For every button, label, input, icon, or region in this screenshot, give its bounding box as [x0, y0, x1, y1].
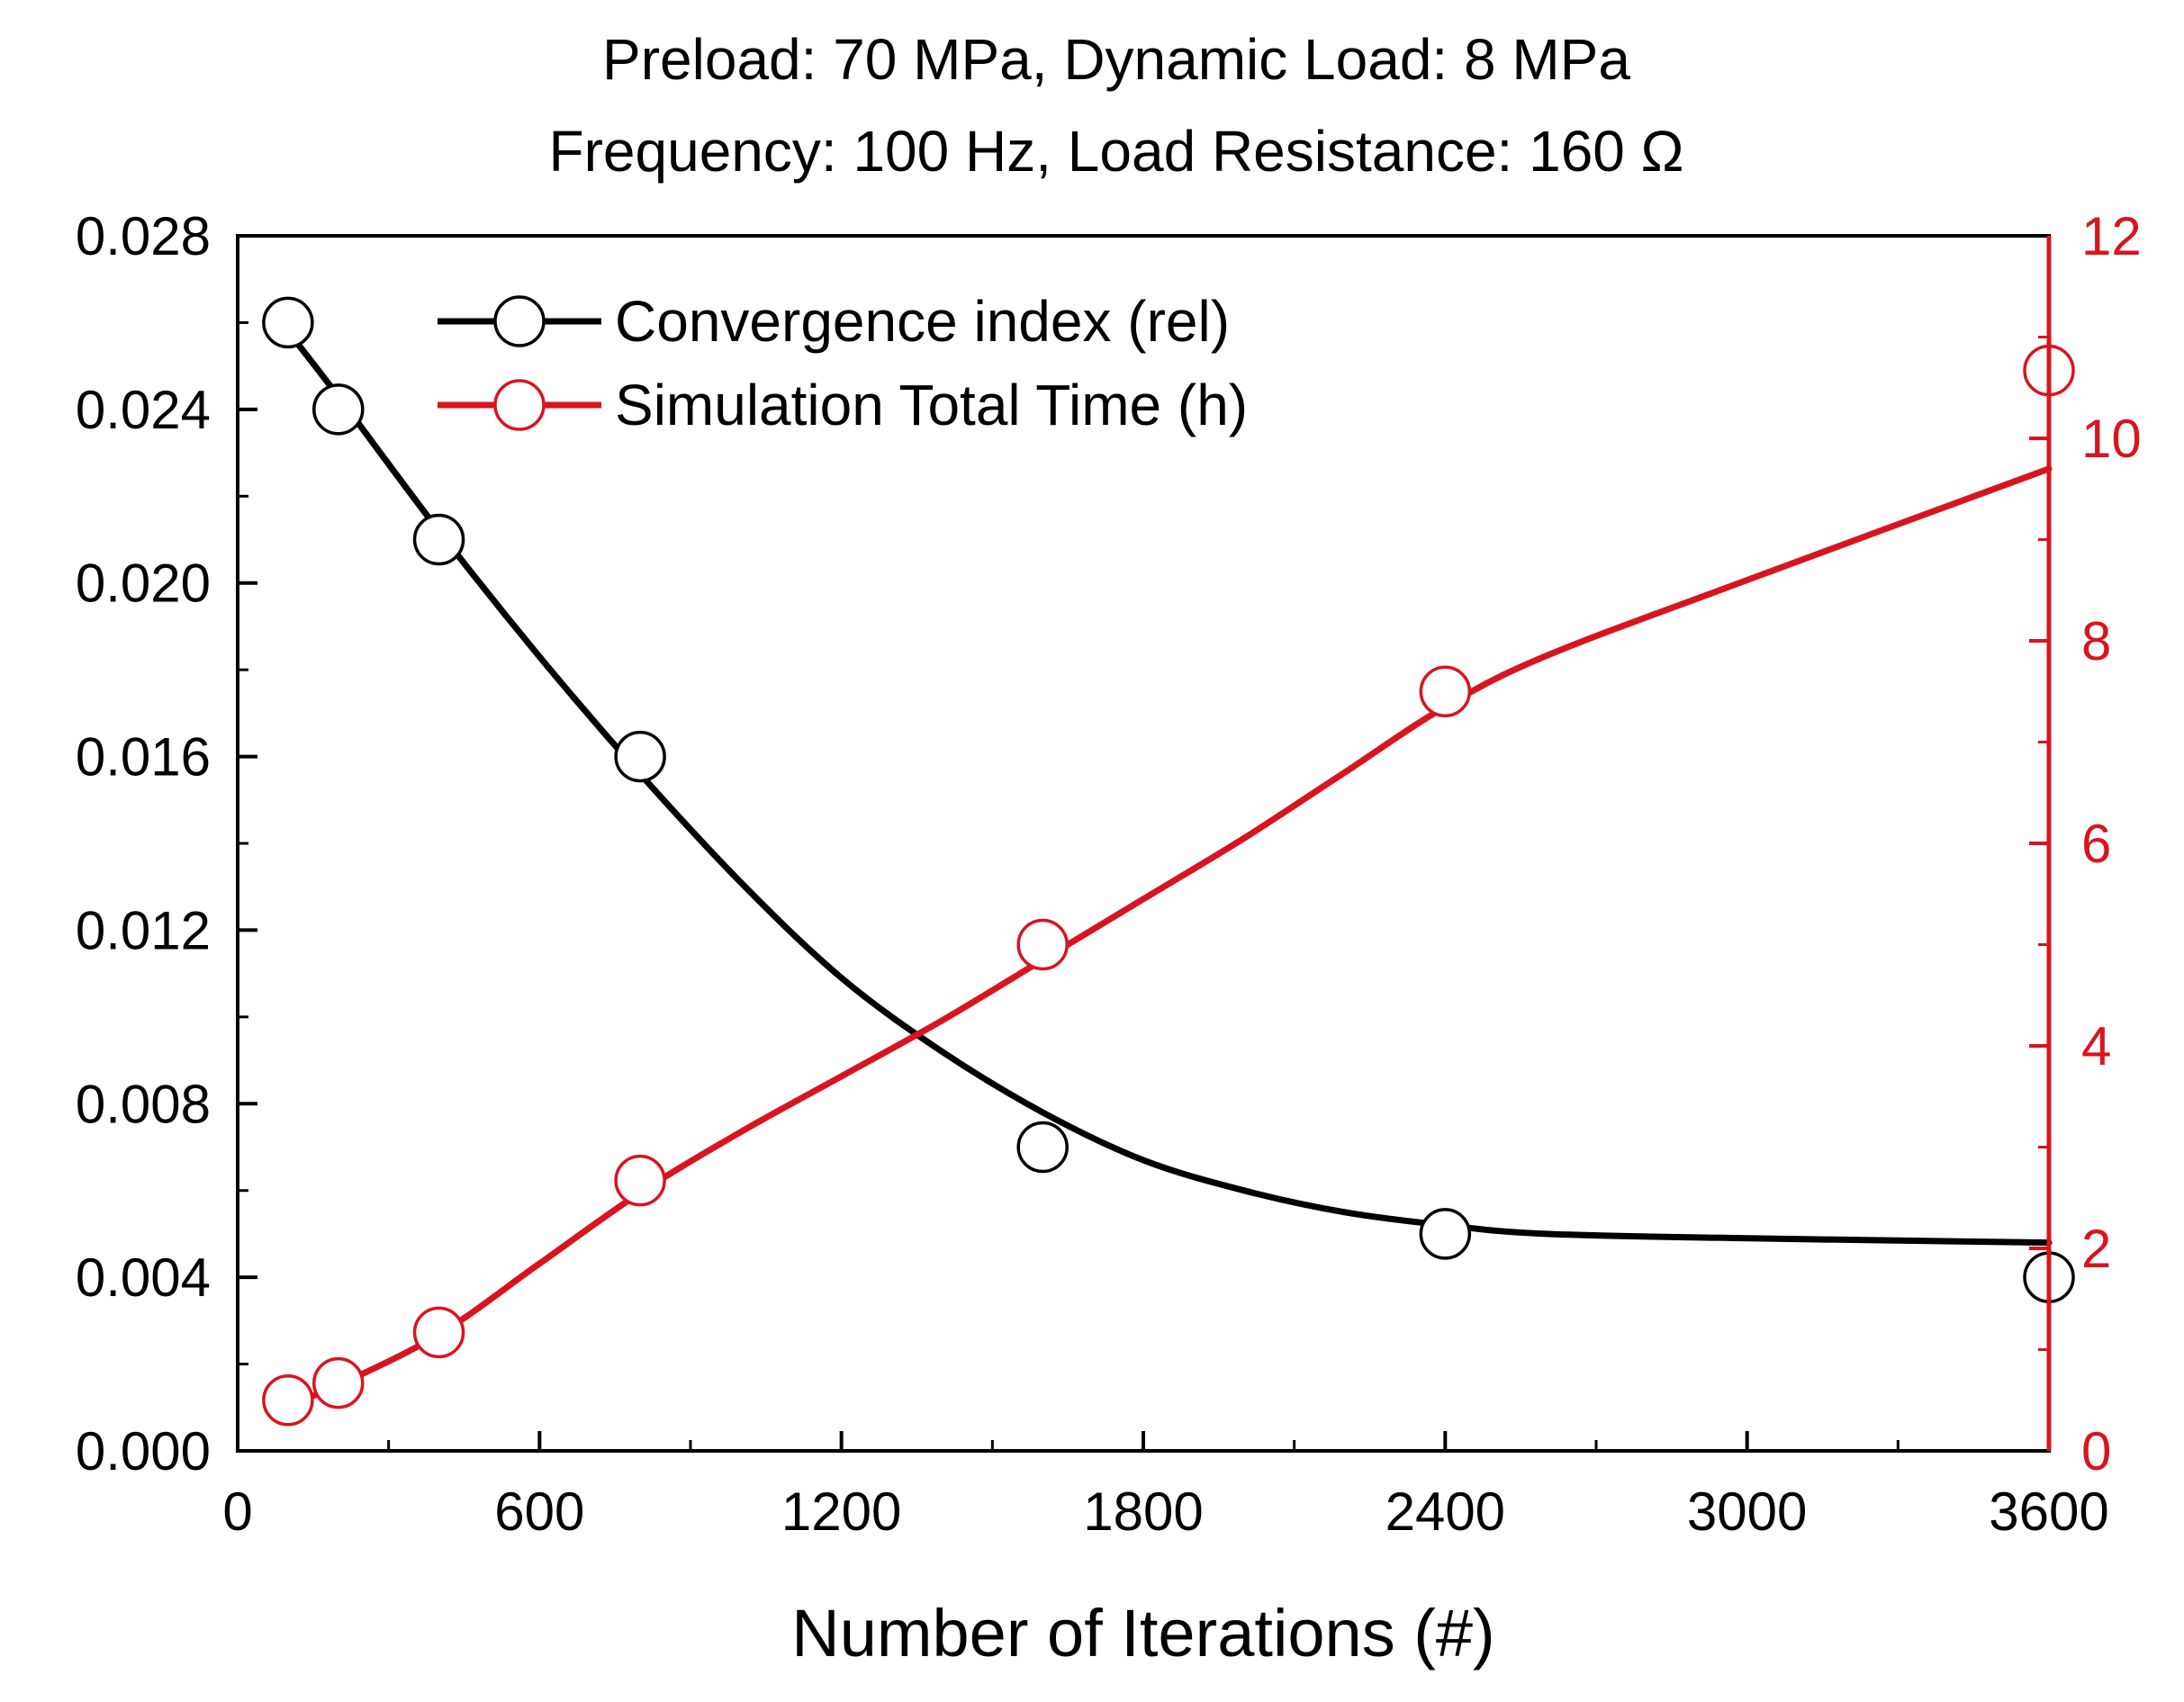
right-tick-label: 6: [2081, 814, 2111, 874]
x-tick-label: 0: [222, 1481, 252, 1542]
convergence-index-point: [262, 296, 314, 349]
right-tick-label: 8: [2081, 611, 2111, 671]
left-tick-label: 0.028: [76, 206, 211, 266]
x-tick-label: 600: [494, 1481, 584, 1542]
legend-simulation-total-time-marker: [493, 379, 546, 431]
chart-title-line-2: Frequency: 100 Hz, Load Resistance: 160 …: [549, 119, 1684, 184]
left-tick-label: 0.000: [76, 1421, 211, 1481]
simulation-total-time-point: [1419, 665, 1472, 717]
simulation-total-time-point: [1016, 918, 1069, 971]
convergence-index-point: [1016, 1121, 1069, 1174]
left-tick-label: 0.016: [76, 727, 211, 788]
convergence-index-fit-line: [284, 328, 2053, 1247]
convergence-index-point: [312, 383, 365, 436]
right-tick-label: 10: [2081, 409, 2142, 469]
x-tick-label: 2400: [1385, 1481, 1505, 1542]
simulation-total-time-point: [614, 1154, 666, 1207]
right-tick-label: 12: [2081, 206, 2142, 266]
left-tick-label: 0.024: [76, 380, 211, 440]
series-layer: [262, 296, 2075, 1427]
simulation-total-time-fit-line: [284, 465, 2053, 1409]
convergence-index-point: [1419, 1208, 1472, 1260]
simulation-total-time-point: [312, 1356, 365, 1409]
convergence-index-point: [614, 730, 666, 783]
x-tick-label: 3600: [1989, 1481, 2108, 1542]
legend: Convergence index (rel) Simulation Total …: [438, 289, 1248, 437]
x-tick-label: 1800: [1083, 1481, 1203, 1542]
left-tick-label: 0.012: [76, 900, 211, 960]
left-tick-label: 0.004: [76, 1247, 211, 1308]
left-tick-label: 0.008: [76, 1074, 211, 1134]
legend-convergence-index-label: Convergence index (rel): [615, 289, 1230, 354]
legend-simulation-total-time-label: Simulation Total Time (h): [615, 373, 1248, 437]
left-tick-label: 0.020: [76, 554, 211, 614]
right-tick-label: 2: [2081, 1219, 2111, 1279]
x-tick-label: 1200: [781, 1481, 901, 1542]
legend-convergence-index-marker: [493, 295, 546, 347]
simulation-total-time-point: [262, 1374, 314, 1427]
right-tick-label: 4: [2081, 1016, 2111, 1076]
simulation-total-time-point: [412, 1306, 465, 1359]
chart-title-line-1: Preload: 70 MPa, Dynamic Load: 8 MPa: [602, 27, 1630, 92]
convergence-index-point: [412, 513, 465, 566]
right-tick-label: 0: [2081, 1421, 2111, 1481]
x-axis-title: Number of Iterations (#): [791, 1596, 1494, 1670]
ticks-layer: 0 600 1200 1800 2400 3000 3600 0.000 0.004 0.008 0…: [76, 206, 2142, 1542]
x-tick-label: 3000: [1687, 1481, 1807, 1542]
